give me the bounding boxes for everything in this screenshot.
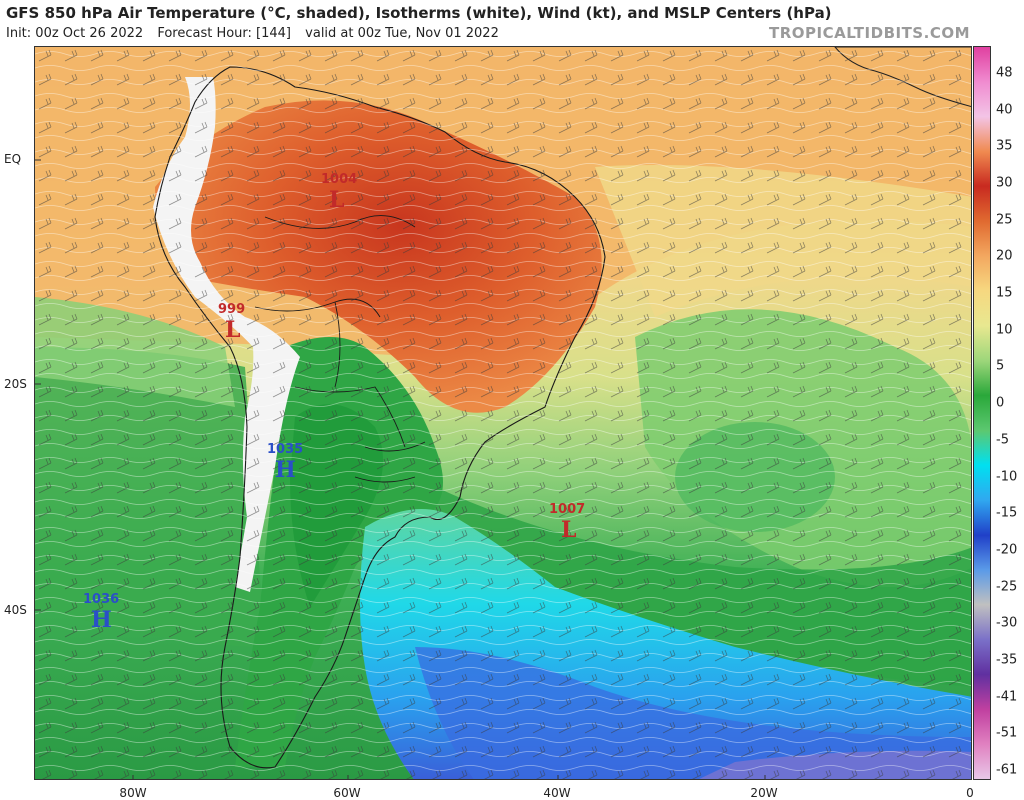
pressure-center-1004: 1004 L (321, 172, 357, 213)
pressure-center-1035: 1035 H (267, 442, 303, 483)
colorbar-tick-label: 48 (996, 65, 1013, 81)
colorbar-tick-label: -41 (996, 689, 1018, 705)
pressure-center-1007: 1007 L (549, 502, 585, 543)
axis-ticks (35, 159, 766, 779)
lat-label-20s: 20S (4, 377, 27, 391)
forecast-hour: Forecast Hour: [144] (157, 26, 292, 41)
colorbar-tick-label: -10 (996, 469, 1018, 485)
pressure-center-999: 999 L (218, 302, 245, 343)
center-type: L (329, 187, 344, 213)
center-value: 999 (218, 302, 245, 317)
colorbar-tick-label: -20 (996, 542, 1018, 558)
lat-label-40s: 40S (4, 603, 27, 617)
lon-label-60w: 60W (333, 786, 361, 800)
lon-label-0: 0 (966, 786, 974, 800)
center-value: 1036 (83, 592, 119, 607)
init-time: Init: 00z Oct 26 2022 (6, 26, 144, 41)
colorbar-tick-label: 35 (996, 138, 1013, 154)
center-type: L (561, 517, 576, 543)
colorbar-tick-label: 30 (996, 175, 1013, 191)
colorbar-tick-label: -5 (996, 432, 1009, 448)
temperature-colorbar (973, 46, 991, 780)
center-value: 1004 (321, 172, 357, 187)
temperature-map: 1004 L 999 L 1035 H 1007 L 1036 H (35, 47, 971, 779)
colorbar-tick-label: 5 (996, 358, 1005, 374)
center-type: H (275, 457, 296, 483)
colorbar-tick-label: -15 (996, 505, 1018, 521)
map-title: GFS 850 hPa Air Temperature (°C, shaded)… (6, 4, 832, 22)
colorbar-tick-label: 15 (996, 285, 1013, 301)
center-value: 1007 (549, 502, 585, 517)
colorbar-tick-label: -35 (996, 652, 1018, 668)
colorbar-tick-label: -25 (996, 579, 1018, 595)
lon-label-80w: 80W (119, 786, 147, 800)
map-panel: 1004 L 999 L 1035 H 1007 L 1036 H (34, 46, 972, 780)
colorbar-tick-label: -61 (996, 762, 1018, 778)
colorbar-tick-label: 40 (996, 102, 1013, 118)
colorbar-tick-label: 25 (996, 212, 1013, 228)
center-type: H (91, 607, 112, 633)
colorbar-tick-label: 10 (996, 322, 1013, 338)
lat-label-eq: EQ (4, 152, 22, 166)
colorbar-tick-label: 20 (996, 248, 1013, 264)
site-credit: TROPICALTIDBITS.COM (769, 24, 970, 42)
lon-label-40w: 40W (543, 786, 571, 800)
center-type: L (225, 317, 240, 343)
colorbar-tick-label: -30 (996, 615, 1018, 631)
colorbar-tick-label: -51 (996, 725, 1018, 741)
valid-time: valid at 00z Tue, Nov 01 2022 (305, 26, 499, 41)
lon-label-20w: 20W (750, 786, 778, 800)
colorbar-tick-label: 0 (996, 395, 1005, 411)
map-subtitle: Init: 00z Oct 26 2022 Forecast Hour: [14… (6, 26, 509, 41)
center-value: 1035 (267, 442, 303, 457)
pressure-center-1036: 1036 H (83, 592, 119, 633)
wind-barb-overlay (35, 47, 971, 779)
